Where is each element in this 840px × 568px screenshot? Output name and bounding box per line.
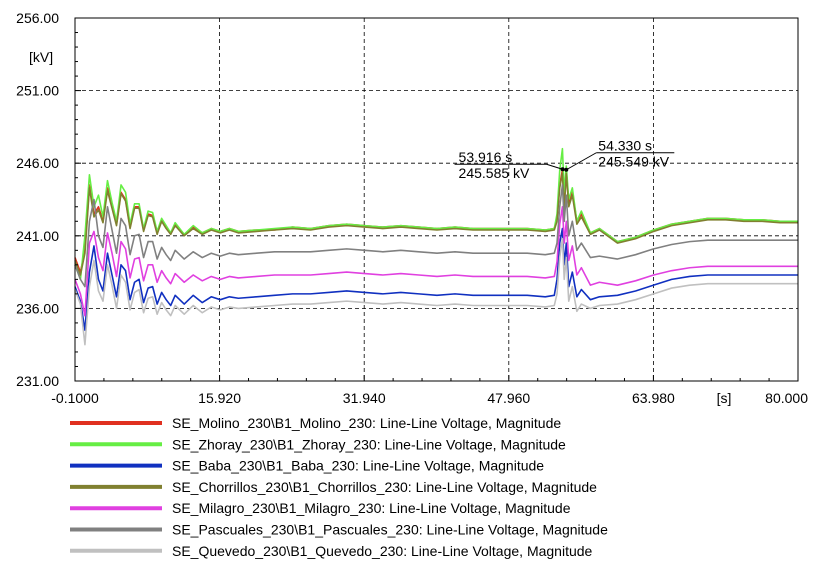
y-tick-label: 246.00: [16, 155, 59, 171]
annotation-time: 54.330 s: [598, 138, 652, 154]
grid: [75, 18, 798, 381]
x-tick-label: 47.960: [487, 390, 530, 406]
legend-entry: SE_Baba_230\B1_Baba_230: Line-Line Volta…: [172, 458, 544, 474]
y-unit-label: [kV]: [29, 49, 53, 65]
x-tick-label: -0.1000: [51, 390, 99, 406]
series-line-3: [74, 227, 798, 331]
legend-entry: SE_Molino_230\B1_Molino_230: Line-Line V…: [172, 415, 561, 431]
x-tick-label: 15.920: [198, 390, 241, 406]
legend: SE_Molino_230\B1_Molino_230: Line-Line V…: [70, 415, 608, 559]
series-line-7: [74, 237, 798, 346]
annotation-value: 245.549 kV: [598, 154, 669, 170]
legend-entry: SE_Zhoray_230\B1_Zhoray_230: Line-Line V…: [172, 436, 566, 452]
series-group: [74, 147, 798, 346]
annotation-value: 245.585 kV: [459, 165, 530, 181]
x-tick-labels: -0.1000 15.920 31.940 47.960 63.980 80.000: [51, 390, 808, 406]
legend-entry: SE_Milagro_230\B1_Milagro_230: Line-Line…: [172, 500, 571, 516]
series-line-5: [74, 205, 798, 317]
legend-entry: SE_Pascuales_230\B1_Pascuales_230: Line-…: [172, 522, 608, 538]
annotation-leader: [566, 152, 597, 171]
series-line-6: [74, 184, 798, 288]
annotation-leader: [546, 163, 563, 170]
y-tick-labels: 231.00 236.00 241.00 246.00 251.00 256.00: [16, 10, 59, 389]
x-tick-label: 80.000: [765, 390, 808, 406]
legend-entry: SE_Chorrillos_230\B1_Chorrillos_230: Lin…: [172, 479, 597, 495]
y-tick-label: 231.00: [16, 373, 59, 389]
x-tick-label: 63.980: [632, 390, 675, 406]
ticks: [74, 17, 799, 382]
annotation-time: 53.916 s: [459, 149, 513, 165]
series-line-2: [74, 147, 798, 281]
y-tick-label: 251.00: [16, 83, 59, 99]
legend-entry: SE_Quevedo_230\B1_Quevedo_230: Line-Line…: [172, 543, 593, 559]
series-line-4: [74, 172, 798, 276]
plot-frame: [74, 17, 799, 382]
x-tick-label: 31.940: [343, 390, 386, 406]
y-tick-label: 256.00: [16, 10, 59, 26]
x-unit-label: [s]: [717, 390, 732, 406]
y-tick-label: 236.00: [16, 300, 59, 316]
y-tick-label: 241.00: [16, 228, 59, 244]
